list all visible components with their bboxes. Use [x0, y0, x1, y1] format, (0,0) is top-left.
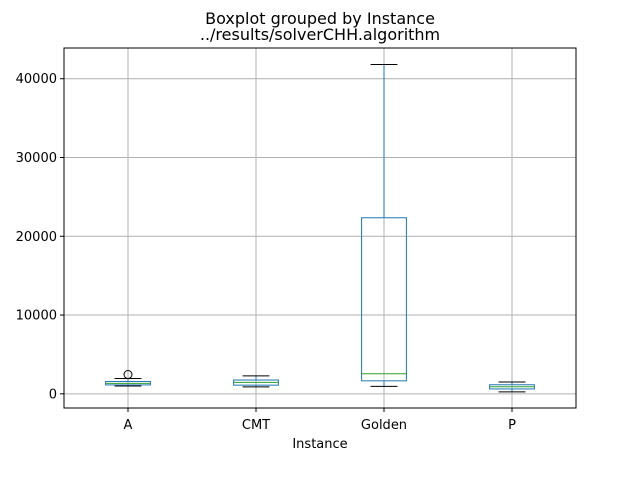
- chart-subtitle: ../results/solverCHH.algorithm: [200, 25, 440, 44]
- plot-frame: [63, 47, 577, 409]
- y-axis-ticks: 0 10000 20000 30000 40000: [16, 72, 64, 402]
- box-a: [105, 370, 151, 387]
- grid-lines: [64, 48, 576, 408]
- y-tick-label: 0: [49, 387, 57, 402]
- y-tick-label: 40000: [16, 72, 57, 87]
- box-cmt: [233, 375, 279, 388]
- outlier-point: [123, 370, 133, 380]
- x-tick-label: Golden: [361, 418, 407, 433]
- x-tick-label: A: [124, 418, 133, 433]
- y-tick-label: 30000: [16, 151, 57, 166]
- y-tick-label: 20000: [16, 230, 57, 245]
- x-axis-ticks: A CMT Golden P: [124, 408, 516, 433]
- x-tick-label: CMT: [242, 418, 270, 433]
- x-axis-label: Instance: [292, 437, 347, 452]
- y-tick-label: 10000: [16, 309, 57, 324]
- x-tick-label: P: [508, 418, 516, 433]
- box-p: [489, 381, 535, 393]
- iqr-box: [361, 217, 407, 382]
- chart-title: Boxplot grouped by Instance: [205, 9, 435, 28]
- box-golden: [361, 64, 407, 387]
- box-series: [105, 64, 535, 393]
